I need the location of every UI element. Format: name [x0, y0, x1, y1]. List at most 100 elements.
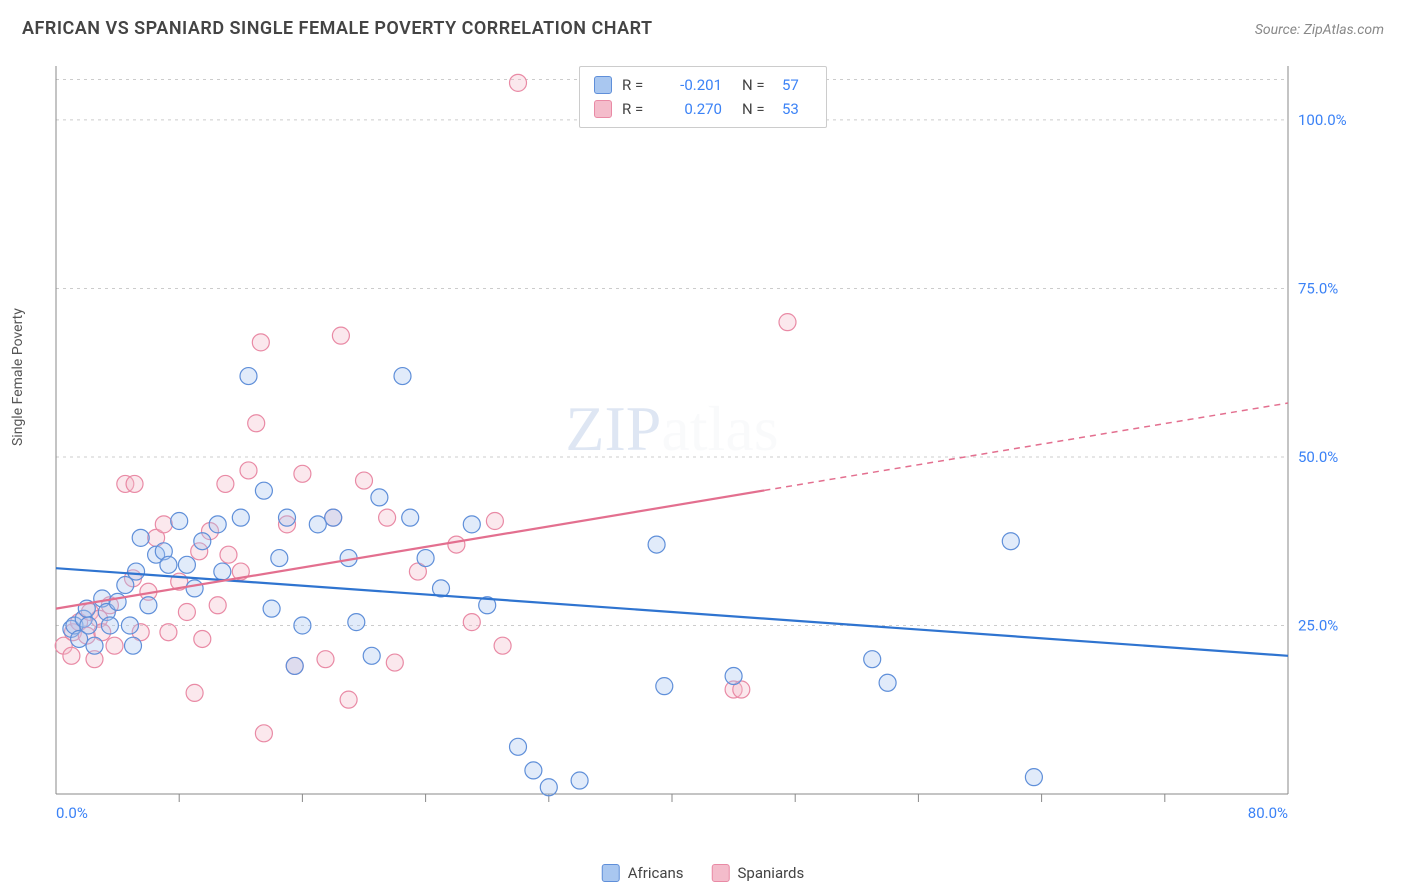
- datapoint-africans: [864, 651, 881, 668]
- datapoint-spaniards: [486, 513, 503, 530]
- legend-n-value: 57: [782, 73, 812, 97]
- series-legend: Africans Spaniards: [602, 864, 805, 882]
- datapoint-africans: [279, 509, 296, 526]
- datapoint-spaniards: [510, 74, 527, 91]
- datapoint-africans: [648, 536, 665, 553]
- datapoint-africans: [209, 516, 226, 533]
- svg-text:75.0%: 75.0%: [1298, 279, 1338, 297]
- datapoint-spaniards: [332, 327, 349, 344]
- datapoint-africans: [263, 600, 280, 617]
- datapoint-spaniards: [340, 691, 357, 708]
- legend-n-label: N =: [742, 97, 772, 121]
- datapoint-africans: [371, 489, 388, 506]
- source-name: ZipAtlas.com: [1304, 22, 1384, 38]
- legend-swatch: [602, 864, 620, 882]
- legend-swatch: [594, 76, 612, 94]
- datapoint-africans: [294, 617, 311, 634]
- datapoint-spaniards: [160, 624, 177, 641]
- datapoint-spaniards: [126, 475, 143, 492]
- datapoint-africans: [309, 516, 326, 533]
- datapoint-africans: [178, 556, 195, 573]
- legend-r-label: R =: [622, 97, 652, 121]
- source-label: Source:: [1255, 22, 1300, 38]
- trendline-africans: [56, 568, 1288, 656]
- datapoint-spaniards: [463, 614, 480, 631]
- datapoint-africans: [128, 563, 145, 580]
- series-legend-item: Spaniards: [712, 864, 805, 882]
- legend-n-value: 53: [782, 97, 812, 121]
- datapoint-africans: [417, 550, 434, 567]
- source-attribution: Source: ZipAtlas.com: [1255, 22, 1384, 38]
- series-legend-label: Spaniards: [738, 864, 805, 882]
- datapoint-spaniards: [106, 637, 123, 654]
- datapoint-spaniards: [255, 725, 272, 742]
- datapoint-africans: [186, 580, 203, 597]
- datapoint-africans: [525, 762, 542, 779]
- datapoint-africans: [160, 556, 177, 573]
- datapoint-spaniards: [155, 516, 172, 533]
- plot-svg: ZIPatlas 0.0% 80.0% 25.0% 50.0% 75.0% 100.0%: [48, 60, 1358, 830]
- datapoint-africans: [140, 597, 157, 614]
- datapoint-spaniards: [194, 630, 211, 647]
- datapoint-africans: [232, 509, 249, 526]
- datapoint-spaniards: [317, 651, 334, 668]
- datapoint-africans: [363, 647, 380, 664]
- datapoint-africans: [101, 617, 118, 634]
- legend-row: R = 0.270 N = 53: [594, 97, 812, 121]
- svg-text:ZIPatlas: ZIPatlas: [565, 393, 778, 464]
- svg-text:25.0%: 25.0%: [1298, 616, 1338, 634]
- datapoint-spaniards: [379, 509, 396, 526]
- legend-r-value: -0.201: [662, 73, 722, 97]
- datapoint-spaniards: [448, 536, 465, 553]
- series-legend-label: Africans: [628, 864, 684, 882]
- datapoint-spaniards: [494, 637, 511, 654]
- scatter-plot: ZIPatlas 0.0% 80.0% 25.0% 50.0% 75.0% 100.0%: [48, 60, 1358, 830]
- legend-r-value: 0.270: [662, 97, 722, 121]
- svg-text:100.0%: 100.0%: [1298, 111, 1347, 129]
- legend-swatch: [594, 100, 612, 118]
- datapoint-africans: [656, 678, 673, 695]
- datapoint-africans: [325, 509, 342, 526]
- datapoint-africans: [402, 509, 419, 526]
- datapoint-africans: [725, 668, 742, 685]
- datapoint-africans: [1002, 533, 1019, 550]
- legend-r-label: R =: [622, 73, 652, 97]
- legend-n-label: N =: [742, 73, 772, 97]
- datapoint-africans: [571, 772, 588, 789]
- datapoint-africans: [132, 529, 149, 546]
- legend-row: R = -0.201 N = 57: [594, 73, 812, 97]
- datapoint-africans: [109, 593, 126, 610]
- datapoint-africans: [171, 513, 188, 530]
- datapoint-africans: [879, 674, 896, 691]
- datapoint-africans: [286, 657, 303, 674]
- datapoint-africans: [121, 617, 138, 634]
- correlation-legend: R = -0.201 N = 57 R = 0.270 N = 53: [579, 66, 827, 128]
- svg-text:80.0%: 80.0%: [1248, 804, 1288, 822]
- datapoint-africans: [540, 779, 557, 796]
- svg-text:0.0%: 0.0%: [56, 804, 88, 822]
- datapoint-spaniards: [356, 472, 373, 489]
- datapoint-africans: [271, 550, 288, 567]
- datapoint-spaniards: [252, 334, 269, 351]
- datapoint-spaniards: [779, 314, 796, 331]
- datapoint-africans: [194, 533, 211, 550]
- datapoint-africans: [125, 637, 142, 654]
- datapoint-africans: [86, 637, 103, 654]
- datapoint-africans: [348, 614, 365, 631]
- datapoint-africans: [463, 516, 480, 533]
- y-axis-label: Single Female Poverty: [10, 308, 26, 446]
- svg-text:50.0%: 50.0%: [1298, 448, 1338, 466]
- datapoint-africans: [80, 617, 97, 634]
- datapoint-spaniards: [186, 684, 203, 701]
- datapoint-africans: [255, 482, 272, 499]
- datapoint-spaniards: [63, 647, 80, 664]
- datapoint-spaniards: [294, 465, 311, 482]
- datapoint-africans: [394, 368, 411, 385]
- chart-title: AFRICAN VS SPANIARD SINGLE FEMALE POVERT…: [22, 18, 653, 39]
- legend-swatch: [712, 864, 730, 882]
- datapoint-spaniards: [178, 604, 195, 621]
- datapoint-africans: [240, 368, 257, 385]
- datapoint-spaniards: [240, 462, 257, 479]
- trendline-ext-spaniards: [764, 403, 1288, 490]
- datapoint-africans: [510, 738, 527, 755]
